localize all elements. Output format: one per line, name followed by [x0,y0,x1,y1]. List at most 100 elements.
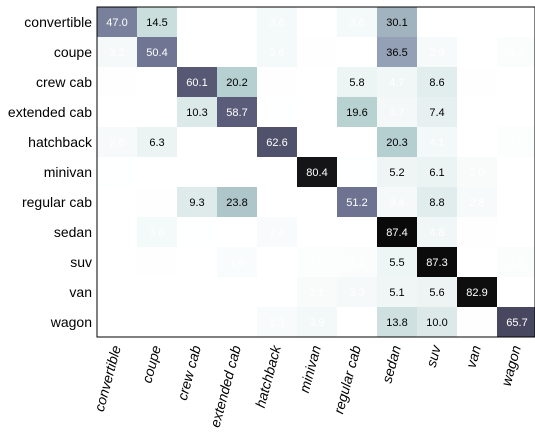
cell-value-label: 1.1 [509,137,524,149]
cell-value-label: 0.4 [469,317,484,329]
cell-value-label: 30.1 [386,17,407,29]
column-label-suv: suv [423,343,444,369]
column-label-regular-cab: regular cab [330,343,364,415]
cell-value-label: 2.1 [309,287,324,299]
cell-value-label: 7.4 [429,107,444,119]
cell-value-label: 5.1 [389,287,404,299]
cell-hatchback-crew-cab [177,127,217,157]
cell-value-label: 0.2 [109,167,124,179]
cell-value-label: 14.5 [146,17,167,29]
cell-value-label: 6.3 [149,137,164,149]
column-label-wagon: wagon [498,343,524,387]
cell-regular-cab-convertible [97,187,137,217]
cell-hatchback-van [457,127,497,157]
cell-regular-cab-hatchback [257,187,297,217]
column-label-van: van [463,343,484,369]
cell-value-label: 2.6 [109,137,124,149]
cell-suv-crew-cab [177,247,217,277]
cell-value-label: 3.6 [149,227,164,239]
cell-value-label: 3.7 [389,107,404,119]
cell-hatchback-regular-cab [337,127,377,157]
row-tick-labels: convertiblecoupecrew cabextended cabhatc… [8,14,93,330]
cell-value-label: 1.9 [229,257,244,269]
cell-value-label: 13.8 [386,317,407,329]
cell-value-label: 2.3 [269,317,284,329]
cell-value-label: 4.1 [429,137,444,149]
cell-minivan-wagon [497,157,535,187]
cell-value-label: 0.3 [149,197,164,209]
cell-wagon-coupe [137,307,177,337]
cell-van-extended-cab [217,277,257,307]
cell-value-label: 0.1 [229,227,244,239]
cell-wagon-extended-cab [217,307,257,337]
cell-value-label: 0.3 [149,257,164,269]
cell-value-label: 20.2 [226,77,247,89]
column-label-minivan: minivan [296,343,324,394]
column-label-hatchback: hatchback [252,343,284,410]
cell-value-label: 0.0 [149,107,164,119]
cell-van-crew-cab [177,277,217,307]
cell-van-wagon [497,277,535,307]
cell-value-label: 10.3 [186,107,207,119]
column-tick-labels: convertible coupe crew cab extended cab hatc… [91,343,524,429]
cell-extended-cab-van [457,97,497,127]
row-label-extended-cab: extended cab [8,104,92,120]
cell-value-label: 2.4 [269,227,284,239]
cell-value-label: 5.2 [389,167,404,179]
cell-value-label: 3.4 [389,197,404,209]
cell-value-label: 20.3 [386,137,407,149]
cell-value-label: 2.8 [469,197,484,209]
cell-value-label: 65.7 [506,317,527,329]
cell-value-label: 0.0 [229,17,244,29]
cell-extended-cab-minivan [297,97,337,127]
cell-suv-van [457,247,497,277]
cell-crew-cab-wagon [497,67,535,97]
cell-value-label: 0.2 [189,227,204,239]
cell-value-label: 87.3 [426,257,447,269]
cell-coupe-extended-cab [217,37,257,67]
cell-wagon-convertible [97,307,137,337]
cell-value-label: 3.6 [269,47,284,59]
cell-value-label: 5.8 [349,77,364,89]
row-label-sedan: sedan [54,224,92,240]
cell-sedan-convertible [97,217,137,247]
column-label-sedan: sedan [379,343,404,384]
row-label-crew-cab: crew cab [36,74,92,90]
cell-suv-hatchback [257,247,297,277]
cell-value-label: 0.3 [469,227,484,239]
cell-sedan-wagon [497,217,535,247]
cell-value-label: 3.2 [109,47,124,59]
column-label-coupe: coupe [139,343,164,384]
cell-value-label: 9.3 [189,197,204,209]
cell-value-label: 50.4 [146,47,167,59]
cell-value-label: 3.3 [349,287,364,299]
cell-value-label: 0.0 [309,17,324,29]
cell-value-label: 0.0 [429,17,444,29]
row-label-regular-cab: regular cab [22,194,92,210]
cell-value-label: 3.6 [349,17,364,29]
cell-value-label: 2.9 [429,47,444,59]
cell-minivan-hatchback [257,157,297,187]
cell-value-label: 0.0 [109,287,124,299]
cell-value-label: 0.3 [269,77,284,89]
cell-value-label: 82.9 [466,287,487,299]
cell-coupe-regular-cab [337,37,377,67]
row-label-suv: suv [70,254,92,270]
cell-value-label: 2.0 [469,167,484,179]
cell-value-label: 47.0 [106,17,127,29]
cell-value-label: 0.4 [309,47,324,59]
cell-convertible-wagon [497,7,535,37]
cell-value-label: 0.0 [509,197,524,209]
row-label-wagon: wagon [50,314,92,330]
cell-value-label: 0.0 [229,137,244,149]
cell-value-label: 0.0 [269,287,284,299]
cell-value-label: 0.3 [469,77,484,89]
row-label-van: van [69,284,92,300]
cell-value-label: 58.7 [226,107,247,119]
cell-value-label: 0.0 [189,317,204,329]
cell-sedan-minivan [297,217,337,247]
cell-value-label: 0.0 [509,107,524,119]
cell-value-label: 0.2 [269,107,284,119]
cell-value-label: 3.6 [269,17,284,29]
